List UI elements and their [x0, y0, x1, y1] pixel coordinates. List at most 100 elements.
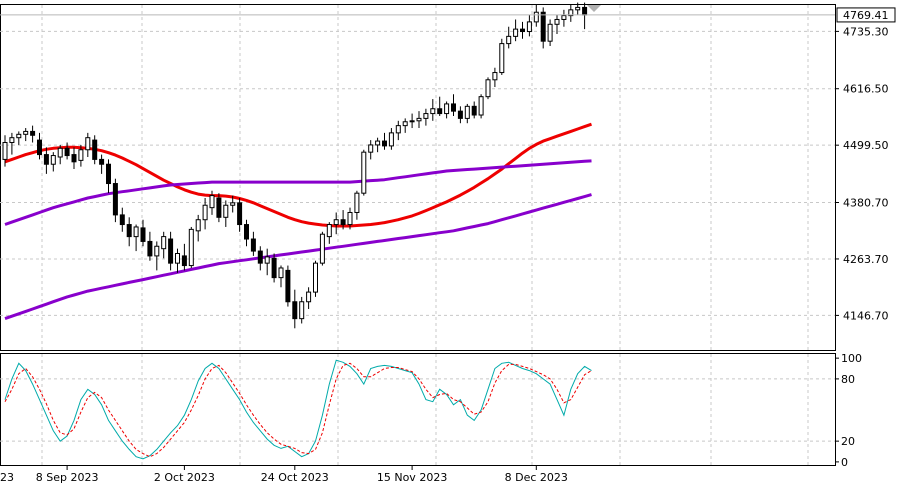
candle-body-bearish: [126, 224, 132, 238]
current-price-label: 4769.41: [836, 7, 896, 23]
candle-body-bullish: [299, 301, 305, 320]
candle-body-bullish: [306, 291, 312, 303]
candle: [561, 9, 567, 27]
candle-body-bearish: [382, 140, 387, 147]
oscillator-y-tick-label: 80: [841, 373, 855, 386]
candle: [161, 231, 167, 259]
current-price-text: 4769.41: [843, 9, 889, 22]
candle: [119, 207, 125, 232]
candle: [354, 190, 360, 220]
candle-body-bullish: [478, 96, 484, 116]
candle: [540, 7, 546, 49]
candle-body-bearish: [457, 110, 463, 119]
candle-body-bullish: [50, 155, 56, 165]
candle: [575, 2, 581, 15]
candle: [554, 14, 560, 34]
candle: [375, 137, 381, 153]
candle-body-bullish: [313, 262, 318, 293]
candle-body-bearish: [520, 28, 525, 33]
candle-body-bearish: [244, 224, 249, 240]
candle-body-bullish: [416, 117, 422, 122]
candle: [326, 222, 332, 244]
candle: [292, 289, 298, 329]
candle: [264, 248, 270, 276]
candle-body-bearish: [112, 183, 118, 216]
candle-body-bullish: [9, 137, 15, 144]
candle-body-bullish: [326, 224, 332, 238]
candle: [533, 5, 539, 27]
candle-body-bearish: [285, 269, 291, 303]
candle: [444, 101, 450, 119]
candle: [112, 178, 118, 223]
candle: [237, 198, 243, 232]
candle-body-bearish: [451, 103, 456, 112]
candle: [133, 224, 139, 252]
candle: [271, 253, 277, 283]
candle: [547, 19, 553, 47]
candle-body-bullish: [278, 267, 284, 279]
candle: [64, 142, 70, 160]
x-tick-label: 8 Sep 2023: [36, 471, 99, 484]
candle: [395, 120, 401, 141]
candle: [126, 217, 132, 247]
moving-average-line-2: [4, 159, 592, 226]
candle-body-bearish: [37, 139, 42, 156]
candle-body-bearish: [292, 301, 298, 320]
candle: [319, 231, 325, 266]
oscillator-line-1: [4, 359, 592, 460]
candle-body-bearish: [471, 105, 477, 116]
candle: [2, 135, 8, 167]
oscillator-y-tick-label: 100: [841, 352, 862, 365]
candle-body-bullish: [202, 204, 208, 221]
candle: [85, 132, 91, 157]
oscillator-y-axis: 100 80 20 0: [835, 352, 862, 469]
candle: [30, 125, 36, 143]
candle-body-bullish: [506, 35, 512, 45]
candle: [209, 190, 215, 215]
x-tick-label: 15 Nov 2023: [377, 471, 447, 484]
candle-body-bullish: [575, 6, 581, 11]
candle: [526, 14, 532, 37]
candle: [409, 113, 415, 129]
candle: [257, 246, 263, 271]
candle: [202, 198, 208, 230]
candle: [402, 118, 408, 133]
oscillator-y-tick-label: 20: [841, 435, 855, 448]
candle: [92, 135, 98, 165]
candle: [168, 231, 174, 271]
candle-body-bullish: [561, 15, 567, 20]
candle-body-bullish: [354, 192, 360, 213]
candle: [347, 207, 353, 230]
x-tick-label: 2 Oct 2023: [154, 471, 215, 484]
candle: [9, 132, 15, 155]
candle: [299, 296, 305, 324]
price-y-axis: 4146.70 4263.70 4380.70 4499.50 4616.50 4735.…: [835, 25, 889, 322]
candle-body-bullish: [423, 113, 429, 119]
moving-average-lines: [4, 122, 592, 321]
current-price-box: [836, 7, 896, 23]
candle-body-bullish: [464, 105, 470, 119]
candle: [313, 260, 318, 297]
candle-body-bullish: [492, 72, 498, 81]
moving-average-line-3: [4, 193, 592, 321]
candle-body-bullish: [78, 149, 84, 161]
price-y-tick-label: 4146.70: [843, 309, 889, 322]
candle: [437, 96, 443, 116]
candle: [423, 108, 429, 126]
candle: [388, 128, 394, 150]
candle: [230, 195, 236, 213]
candle-body-bullish: [154, 245, 160, 257]
price-y-tick-label: 4616.50: [843, 83, 889, 96]
candle-body-bearish: [340, 219, 346, 226]
candle: [195, 214, 201, 242]
candle-body-bullish: [161, 236, 167, 250]
x-axis: 23 8 Sep 2023 2 Oct 2023 24 Oct 2023 15 Nov…: [0, 466, 568, 484]
candle-body-bullish: [430, 108, 436, 115]
candle-body-bullish: [444, 103, 450, 115]
candle-body-bullish: [2, 142, 8, 160]
candle: [471, 101, 477, 119]
candle: [361, 149, 367, 196]
candle: [106, 159, 111, 194]
candle: [16, 131, 22, 145]
